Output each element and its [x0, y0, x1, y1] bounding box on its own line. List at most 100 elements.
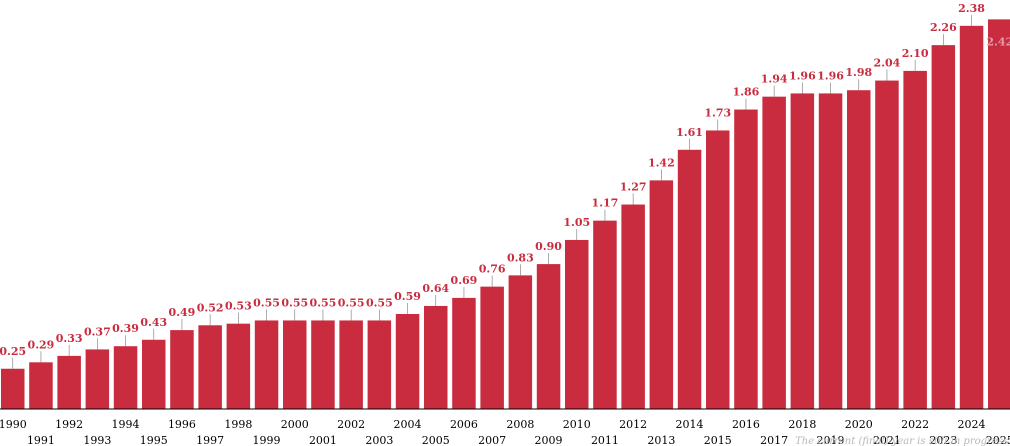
value-labels-group: 0.25 0.29 0.33 0.37 0.39 0.430.49 0.52 0.53 0.55… — [0, 2, 1010, 358]
value-label-2006: 0.69 — [451, 274, 478, 287]
x-tick-1991: 1991 — [27, 434, 55, 446]
value-label-1998: 0.53 — [225, 300, 252, 313]
bar-2004 — [395, 314, 420, 409]
x-tick-2007: 2007 — [478, 434, 506, 446]
bar-2012 — [621, 204, 645, 409]
value-label-1996: 0.49 — [169, 306, 196, 319]
x-tick-2001: 2001 — [309, 434, 337, 446]
bars-group — [1, 19, 1010, 410]
bar-1999 — [254, 320, 279, 409]
x-tick-2020: 2020 — [845, 418, 873, 431]
bar-1990 — [1, 368, 25, 409]
x-tick-2023: 2023 — [929, 434, 957, 446]
x-tick-2018: 2018 — [788, 418, 816, 431]
value-label-2014: 1.61 — [676, 126, 703, 139]
value-label-2021: 2.04 — [874, 57, 901, 70]
value-label-2016: 1.86 — [733, 86, 760, 99]
value-label-1997: 0.52 — [197, 301, 224, 314]
bar-2023 — [931, 45, 956, 409]
x-tick-2019: 2019 — [817, 434, 845, 446]
value-label-2000: 0.55 — [281, 296, 308, 309]
x-tick-2024: 2024 — [958, 418, 986, 431]
x-tick-1992: 1992 — [55, 418, 83, 431]
x-tick-2011: 2011 — [591, 434, 619, 446]
value-label-2023: 2.26 — [930, 21, 957, 34]
bar-2017 — [762, 96, 786, 409]
value-label-1990: 0.25 — [0, 345, 26, 358]
value-label-1999: 0.55 — [253, 296, 280, 309]
x-tick-2003: 2003 — [365, 434, 393, 446]
value-label-2018: 1.96 — [789, 69, 816, 82]
bar-1997 — [198, 325, 222, 409]
value-label-2017: 1.94 — [761, 73, 788, 86]
value-label-2011: 1.17 — [592, 197, 619, 210]
value-label-2022: 2.10 — [902, 47, 929, 60]
bar-2001 — [311, 320, 335, 409]
x-tick-2015: 2015 — [704, 434, 732, 446]
x-tick-2009: 2009 — [535, 434, 563, 446]
value-label-2002: 0.55 — [338, 296, 365, 309]
bar-2006 — [452, 297, 476, 409]
bar-2019 — [818, 93, 843, 409]
x-tick-2006: 2006 — [450, 418, 478, 431]
x-tick-1999: 1999 — [253, 434, 281, 446]
bar-1993 — [85, 349, 110, 409]
bar-2007 — [480, 286, 504, 409]
x-tick-2014: 2014 — [676, 418, 704, 431]
value-label-1992: 0.33 — [56, 332, 83, 345]
bar-1998 — [226, 323, 251, 409]
bar-1991 — [29, 362, 53, 409]
x-tick-2025: 2025 — [986, 434, 1010, 446]
value-label-1995: 0.43 — [140, 316, 167, 329]
value-label-2012: 1.27 — [620, 181, 647, 194]
x-tick-labels-group: 1990199119921993199419951996199719981999… — [0, 418, 1010, 446]
bar-2002 — [339, 320, 363, 409]
x-tick-2000: 2000 — [281, 418, 309, 431]
bar-2013 — [649, 180, 674, 409]
x-tick-2016: 2016 — [732, 418, 760, 431]
x-tick-2002: 2002 — [337, 418, 365, 431]
bar-2008 — [508, 275, 533, 409]
bar-2025 — [988, 19, 1010, 409]
value-label-2005: 0.64 — [422, 282, 449, 295]
bar-2009 — [536, 264, 561, 409]
x-tick-1990: 1990 — [0, 418, 27, 431]
bar-2015 — [706, 130, 730, 409]
x-tick-2005: 2005 — [422, 434, 450, 446]
x-tick-2021: 2021 — [873, 434, 901, 446]
value-label-2015: 1.73 — [704, 106, 731, 119]
chart-note: The current (final) year is still in pro… — [795, 436, 1008, 446]
x-tick-2013: 2013 — [647, 434, 675, 446]
bar-2021 — [875, 80, 899, 409]
bar-1995 — [142, 339, 166, 409]
value-label-2009: 0.90 — [535, 240, 562, 253]
x-tick-2022: 2022 — [901, 418, 929, 431]
bar-2011 — [593, 220, 617, 409]
value-label-1994: 0.39 — [112, 322, 139, 335]
value-label-1991: 0.29 — [28, 338, 55, 351]
bar-2000 — [283, 320, 307, 409]
value-label-2003: 0.55 — [366, 296, 393, 309]
bar-2022 — [903, 70, 927, 410]
bar-2018 — [790, 93, 815, 409]
x-tick-1996: 1996 — [168, 418, 196, 431]
bar-2016 — [734, 109, 758, 409]
bar-1996 — [170, 330, 194, 409]
bar-2024 — [959, 25, 984, 409]
value-label-2004: 0.59 — [394, 290, 421, 303]
x-tick-2017: 2017 — [760, 434, 788, 446]
value-label-2020: 1.98 — [845, 66, 872, 79]
bar-2005 — [424, 305, 448, 409]
x-tick-1993: 1993 — [83, 434, 111, 446]
bar-2003 — [367, 320, 392, 409]
x-tick-1994: 1994 — [112, 418, 140, 431]
x-tick-1998: 1998 — [224, 418, 252, 431]
x-tick-2012: 2012 — [619, 418, 647, 431]
value-label-2019: 1.96 — [817, 69, 844, 82]
bar-1994 — [113, 346, 138, 409]
x-tick-1997: 1997 — [196, 434, 224, 446]
value-label-2024: 2.38 — [958, 2, 985, 15]
bar-2020 — [847, 90, 871, 409]
value-label-2001: 0.55 — [310, 296, 337, 309]
